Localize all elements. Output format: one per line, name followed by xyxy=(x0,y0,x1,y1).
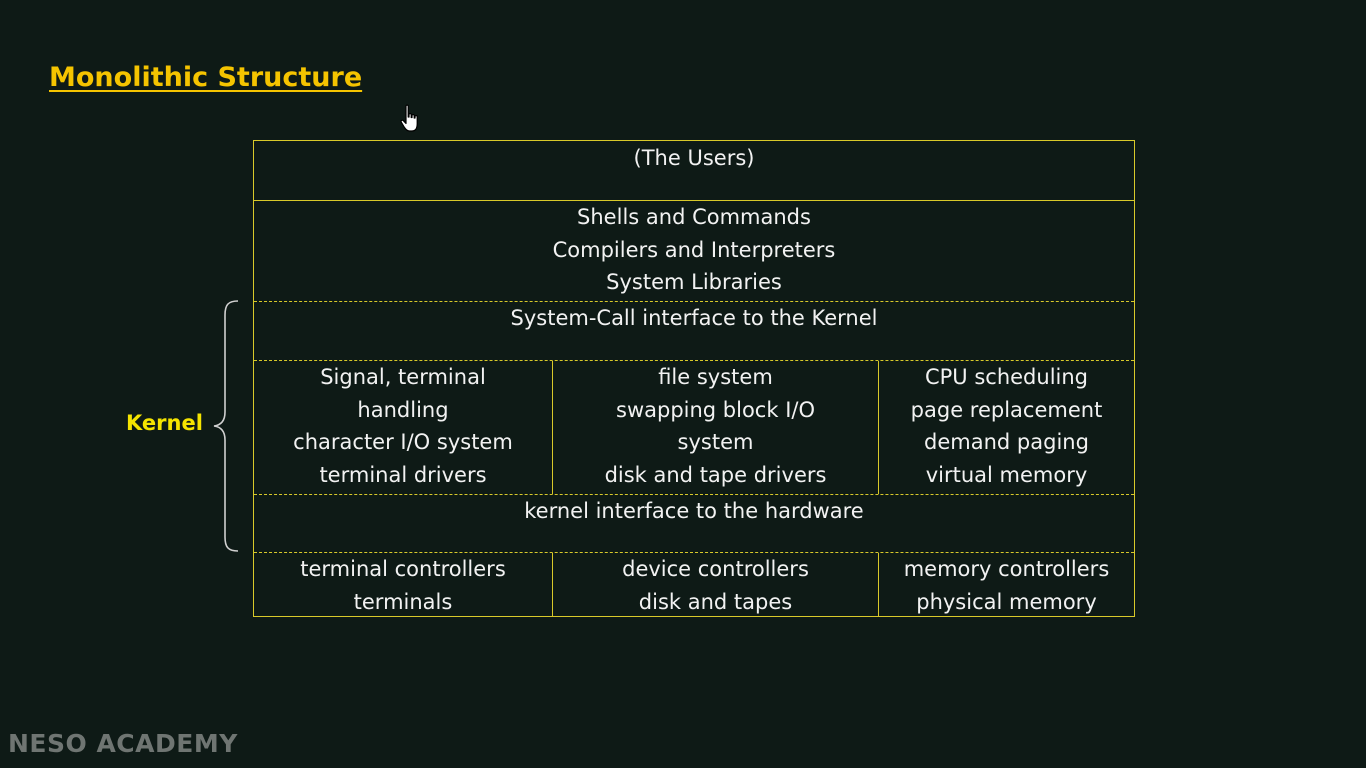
kernel-services-layer: Signal, terminal handling character I/O … xyxy=(254,360,1134,494)
hand-pointer-icon xyxy=(400,104,418,132)
hardware-column-devices: device controllers disk and tapes xyxy=(553,553,878,616)
kernel-service-item: handling xyxy=(357,397,449,422)
system-program-item: System Libraries xyxy=(606,270,782,295)
syscall-interface-label: System-Call interface to the Kernel xyxy=(510,306,878,330)
kernel-service-item: CPU scheduling xyxy=(924,365,1089,389)
column-divider xyxy=(552,553,553,616)
hardware-column-memory: memory controllers physical memory xyxy=(879,553,1134,616)
system-programs-layer: Shells and Commands Compilers and Interp… xyxy=(254,200,1134,301)
kernel-service-item: file system xyxy=(658,365,773,389)
column-divider xyxy=(878,553,879,616)
kernel-service-item: page replacement xyxy=(910,397,1103,422)
users-label: (The Users) xyxy=(633,146,755,170)
system-program-item: Shells and Commands xyxy=(577,205,811,229)
watermark-logo: NESO ACADEMY xyxy=(8,729,238,758)
kernel-service-item: character I/O system xyxy=(293,430,513,455)
hardware-column-terminals: terminal controllers terminals xyxy=(254,553,552,616)
kernel-service-item: demand paging xyxy=(924,430,1089,455)
kernel-service-item: system xyxy=(677,430,754,455)
hardware-item: terminal controllers xyxy=(300,557,506,581)
kernel-column-memory: CPU scheduling page replacement demand p… xyxy=(879,361,1134,494)
slide-title: Monolithic Structure xyxy=(49,62,363,93)
kernel-service-item: swapping block I/O xyxy=(616,397,815,422)
users-layer: (The Users) xyxy=(254,141,1134,200)
curly-brace-icon xyxy=(213,300,239,552)
hardware-item: disk and tapes xyxy=(638,589,793,614)
column-divider xyxy=(878,361,879,494)
hardware-layer: terminal controllers terminals device co… xyxy=(254,552,1134,616)
hardware-interface-layer: kernel interface to the hardware xyxy=(254,494,1134,552)
kernel-service-item: virtual memory xyxy=(925,463,1088,488)
kernel-service-item: Signal, terminal xyxy=(320,365,486,389)
hardware-item: physical memory xyxy=(916,589,1097,614)
monolithic-structure-diagram: (The Users) Shells and Commands Compiler… xyxy=(253,140,1135,617)
kernel-label: Kernel xyxy=(126,411,203,435)
hardware-item: device controllers xyxy=(622,557,809,581)
hardware-item: memory controllers xyxy=(903,557,1110,581)
kernel-column-io: Signal, terminal handling character I/O … xyxy=(254,361,552,494)
syscall-interface-layer: System-Call interface to the Kernel xyxy=(254,301,1134,360)
kernel-service-item: disk and tape drivers xyxy=(604,463,827,488)
hardware-item: terminals xyxy=(353,589,453,614)
hardware-interface-label: kernel interface to the hardware xyxy=(524,499,864,523)
column-divider xyxy=(552,361,553,494)
kernel-service-item: terminal drivers xyxy=(319,463,487,488)
system-program-item: Compilers and Interpreters xyxy=(552,237,836,262)
kernel-column-filesystem: file system swapping block I/O system di… xyxy=(553,361,878,494)
